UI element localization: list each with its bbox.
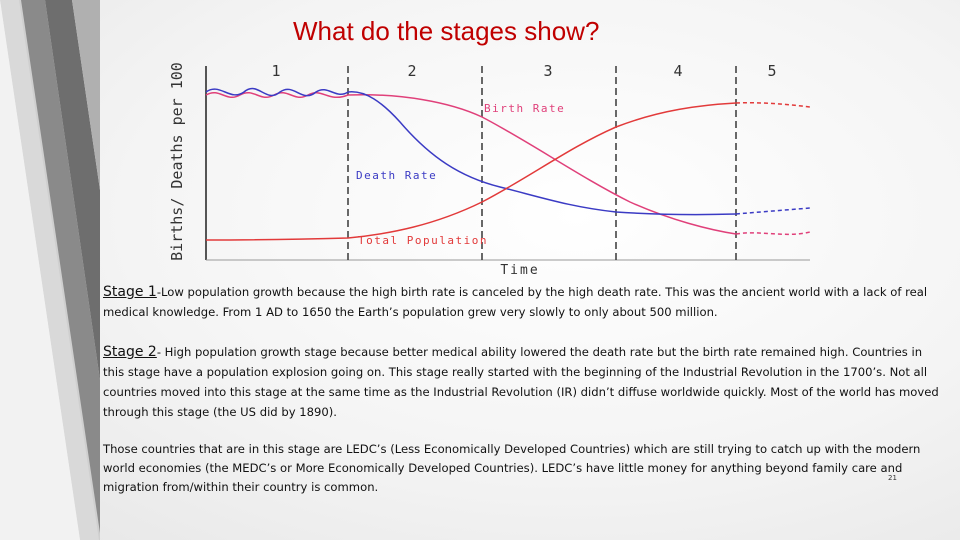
stage-label: 4: [673, 62, 682, 80]
total-population-curve-projection: [735, 102, 811, 108]
stage-1-text: -Low population growth because the high …: [103, 285, 928, 319]
demographic-transition-diagram: Births/ Deaths per 1000 1 2 3 4 5 Birth …: [160, 62, 820, 277]
ledc-text: Those countries that are in this stage a…: [103, 442, 921, 494]
total-population-curve: [205, 102, 737, 241]
total-population-label: Total Population: [358, 234, 488, 247]
death-rate-curve: [205, 87, 737, 216]
stage-2-heading: Stage 2: [103, 344, 157, 360]
stage-1-paragraph: Stage 1-Low population growth because th…: [103, 282, 943, 322]
stage-2-paragraph: Stage 2- High population growth stage be…: [103, 342, 943, 422]
stage-2-text: - High population growth stage because b…: [103, 345, 939, 419]
stage-label: 1: [271, 62, 280, 80]
birth-rate-curve-projection: [735, 231, 811, 236]
birth-rate-curve: [205, 92, 737, 235]
death-rate-label: Death Rate: [356, 169, 437, 182]
slide-title: What do the stages show?: [293, 16, 600, 46]
decorative-side-stripes: [0, 0, 100, 540]
y-axis-label: Births/ Deaths per 1000: [168, 62, 186, 261]
slide-number: 21: [888, 474, 897, 482]
death-rate-curve-projection: [735, 207, 811, 215]
birth-rate-label: Birth Rate: [484, 102, 565, 115]
stage-label: 3: [543, 62, 552, 80]
stage-1-heading: Stage 1: [103, 284, 157, 300]
stage-label: 2: [407, 62, 416, 80]
x-axis-label: Time: [500, 263, 539, 277]
stage-label: 5: [767, 62, 776, 80]
ledc-paragraph: Those countries that are in this stage a…: [103, 440, 943, 497]
